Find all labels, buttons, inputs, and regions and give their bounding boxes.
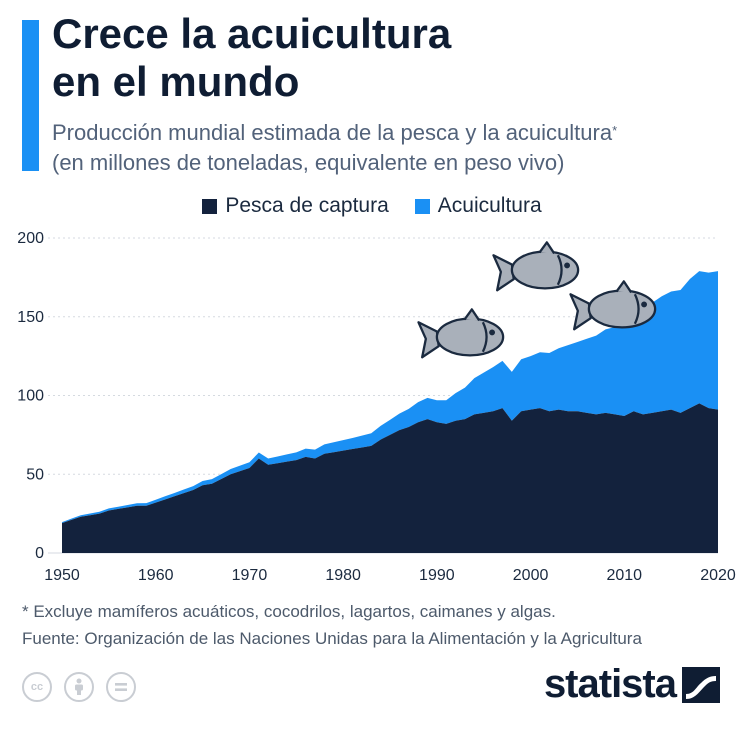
y-tick-label-100: 100	[17, 388, 44, 405]
x-tick-label-1980: 1980	[325, 567, 361, 584]
brand-mark-icon	[682, 666, 720, 703]
source-text: Fuente: Organización de las Naciones Uni…	[22, 629, 642, 648]
subtitle: Producción mundial estimada de la pesca …	[52, 118, 742, 178]
x-tick-label-1990: 1990	[419, 567, 455, 584]
title-line-2: en el mundo	[52, 58, 300, 105]
y-tick-label-0: 0	[35, 545, 44, 562]
x-tick-label-2000: 2000	[513, 567, 549, 584]
chart-legend: Pesca de captura Acuicultura	[0, 194, 744, 218]
legend-item-captura: Pesca de captura	[202, 194, 389, 218]
y-tick-label-50: 50	[26, 466, 44, 483]
legend-swatch-captura	[202, 198, 218, 214]
fish-icon-1	[417, 308, 505, 359]
x-tick-label-1960: 1960	[138, 567, 174, 584]
footnote-block: * Excluye mamíferos acuáticos, cocodrilo…	[22, 598, 642, 652]
brand-wordmark: statista	[543, 662, 677, 706]
license-icons: cc	[22, 672, 136, 702]
legend-label-captura: Pesca de captura	[225, 194, 389, 217]
legend-item-acuicultura: Acuicultura	[414, 194, 542, 218]
fish-icon-2	[492, 241, 580, 292]
title-accent-bar	[22, 20, 39, 171]
x-tick-label-2010: 2010	[606, 567, 642, 584]
subtitle-line-1: Producción mundial estimada de la pesca …	[52, 120, 613, 145]
y-tick-label-150: 150	[17, 309, 44, 326]
nd-icon[interactable]	[106, 672, 136, 702]
x-tick-label-1950: 1950	[44, 567, 80, 584]
title-line-1: Crece la acuicultura	[52, 10, 452, 57]
series-area-pesca-de-captura	[62, 403, 718, 553]
y-tick-label-200: 200	[17, 230, 44, 247]
statista-logo[interactable]: statista	[544, 662, 720, 707]
fish-icon-3	[569, 280, 657, 331]
legend-swatch-acuicultura	[414, 198, 430, 214]
x-tick-label-1970: 1970	[232, 567, 268, 584]
area-chart: 0 50 100 150 200 1950 1960 1970 1980 1990 2000 2010…	[17, 230, 736, 584]
series-area-acuicultura	[62, 271, 718, 524]
legend-label-acuicultura: Acuicultura	[437, 194, 542, 217]
page-title: Crece la acuicultura en el mundo	[52, 10, 732, 106]
subtitle-line-2: (en millones de toneladas, equivalente e…	[52, 150, 565, 175]
footnote-text: * Excluye mamíferos acuáticos, cocodrilo…	[22, 602, 556, 621]
cc-icon[interactable]: cc	[22, 672, 52, 702]
subtitle-footnote-mark: *	[612, 123, 618, 138]
x-tick-label-2020: 2020	[700, 567, 736, 584]
by-icon[interactable]	[64, 672, 94, 702]
